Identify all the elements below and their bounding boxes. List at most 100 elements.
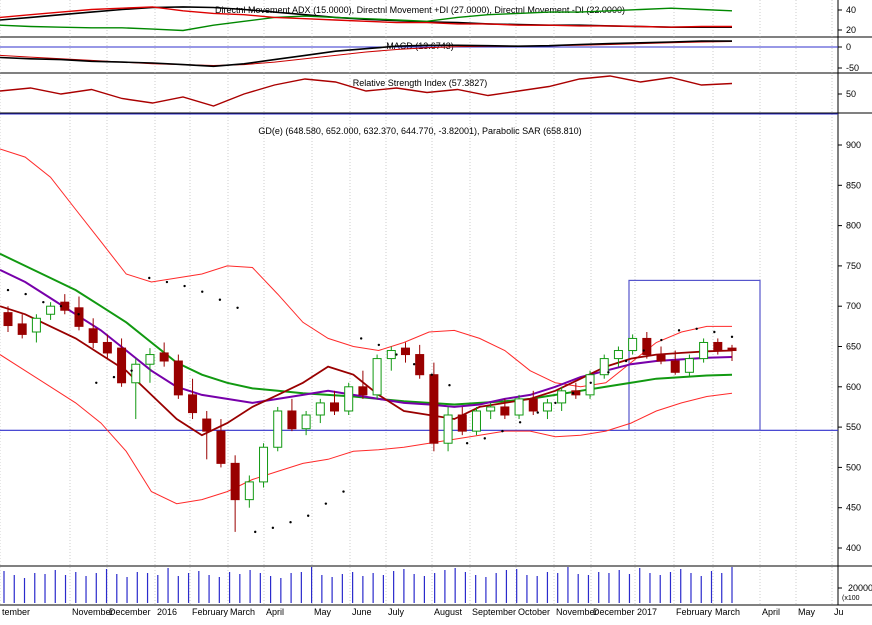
sar-dot (148, 276, 151, 280)
x-tick-label: 2016 (157, 607, 177, 617)
sar-dot (642, 349, 645, 352)
candle-body (684, 358, 694, 373)
candle-body (46, 305, 56, 315)
x-tick-label: April (266, 607, 284, 617)
x-tick-label: March (715, 607, 740, 617)
x-tick-label: February (676, 607, 713, 617)
sar-dot (77, 313, 80, 316)
candle-body (571, 390, 581, 396)
volume-axis-tick: 20000 (848, 583, 872, 593)
x-tick-label: May (798, 607, 816, 617)
grid-lines (0, 0, 833, 605)
candle-body (386, 350, 396, 360)
macd-line (0, 40, 732, 68)
sar-dot (112, 375, 116, 379)
rsi-series (0, 75, 838, 115)
x-tick-label: February (192, 607, 229, 617)
candle-body (471, 410, 481, 432)
candle-body (330, 402, 340, 412)
candle-body (273, 410, 283, 448)
candle-body (585, 374, 595, 396)
candle-body (628, 337, 638, 352)
candle-body (443, 414, 453, 444)
sar-dot (95, 381, 98, 384)
sar-dot (660, 338, 663, 342)
sar-dot (165, 280, 169, 284)
candle-body (457, 414, 467, 432)
candle-body (173, 360, 183, 396)
sar-dot (59, 305, 63, 308)
x-tick-label: December (593, 607, 635, 617)
rsi-tick-label: 50 (846, 89, 856, 99)
price-series (0, 148, 838, 534)
candle-body (202, 418, 212, 432)
price-tick-label: 450 (846, 503, 861, 513)
price-tick-label: 750 (846, 261, 861, 271)
candle-body (102, 341, 112, 354)
candle-body (486, 406, 496, 412)
price-tick-label: 650 (846, 342, 861, 352)
sar-dot (236, 306, 239, 310)
plus-di-line (0, 7, 733, 32)
x-tick-label: November (556, 607, 598, 617)
candle-body (415, 354, 425, 376)
price-tick-label: 900 (846, 140, 861, 150)
candle-body (131, 363, 141, 384)
candle-body (315, 402, 325, 416)
candle-body (514, 398, 524, 416)
candle-body (599, 358, 609, 376)
sar-dot (483, 437, 486, 440)
sar-dot (254, 530, 257, 534)
candle-body (557, 390, 567, 404)
sar-dot (536, 411, 539, 414)
candle-body (287, 410, 297, 430)
price-tick-label: 400 (846, 543, 861, 553)
sar-dot (518, 421, 522, 424)
sar-dot (201, 290, 204, 293)
volume-unit-label: (x100 (842, 595, 860, 602)
candle-body (301, 414, 311, 430)
candle-body (429, 374, 439, 444)
candle-body (528, 398, 538, 412)
candle-body (358, 386, 368, 396)
macd-tick-label: 0 (846, 42, 851, 52)
candle-body (17, 323, 27, 335)
candle-body (31, 317, 41, 333)
sar-dot (6, 288, 10, 292)
price-tick-label: 500 (846, 462, 861, 472)
candle-body (613, 350, 623, 360)
candle-body (542, 402, 552, 412)
macd-series (0, 40, 838, 68)
sar-dot (430, 373, 434, 376)
x-tick-label: March (230, 607, 255, 617)
x-tick-label: June (352, 607, 372, 617)
rsi-panel-title: Relative Strength Index (57.3827) (353, 78, 488, 88)
dmi-panel-title: Directnl Movement ADX (15.0000), Directn… (215, 5, 625, 15)
candle-body (372, 358, 382, 396)
price-tick-label: 600 (846, 382, 861, 392)
bollinger-upper (0, 148, 732, 388)
sar-dot (130, 369, 133, 372)
x-tick-label: November (72, 607, 114, 617)
candle-body (188, 394, 198, 414)
sar-dot (395, 353, 398, 356)
rsi-line (0, 75, 733, 107)
sar-dot (713, 330, 716, 334)
x-tick-label: May (314, 607, 332, 617)
candle-body (3, 312, 13, 327)
x-tick-label: tember (2, 607, 30, 617)
sar-dot (342, 490, 345, 493)
sar-dot (377, 343, 381, 347)
sar-dot (24, 292, 27, 296)
candle-body (74, 307, 84, 327)
price-tick-label: 700 (846, 301, 861, 311)
candle-body (145, 354, 155, 365)
x-tick-label: 2017 (637, 607, 657, 617)
panel-frames (0, 0, 872, 606)
dmi-series (0, 6, 733, 32)
sar-dot (695, 327, 698, 330)
sar-dot (730, 335, 734, 339)
